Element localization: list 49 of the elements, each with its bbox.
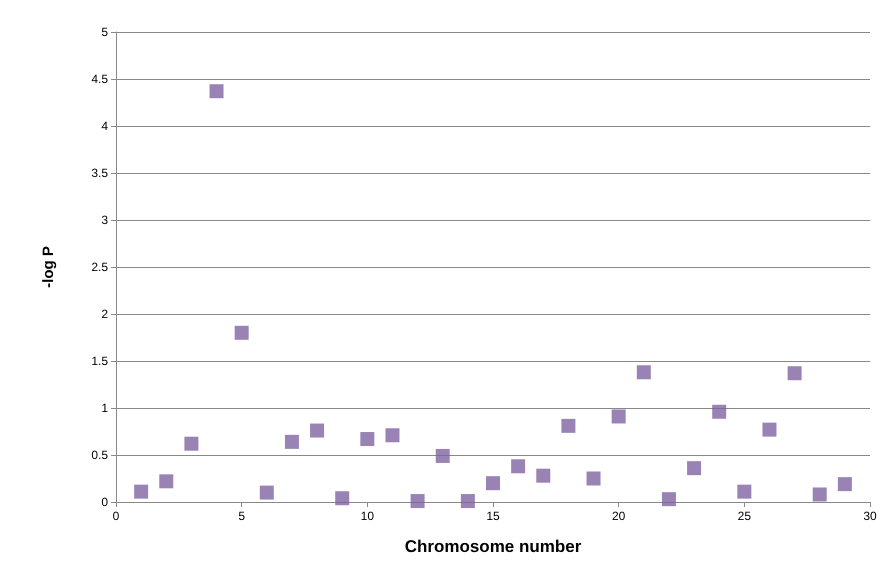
x-tick-label: 5 bbox=[238, 509, 246, 523]
x-tick-label: 0 bbox=[112, 509, 120, 523]
point bbox=[260, 486, 274, 500]
point bbox=[486, 476, 500, 490]
y-tick-label: 4.5 bbox=[91, 72, 108, 86]
point bbox=[460, 494, 475, 508]
y-axis-title: -log P bbox=[40, 246, 57, 288]
y-tick-label: 1 bbox=[101, 401, 108, 415]
point bbox=[762, 422, 776, 437]
point bbox=[712, 404, 726, 419]
point bbox=[436, 448, 450, 463]
y-tick-label: 0 bbox=[101, 495, 108, 509]
point bbox=[788, 366, 802, 380]
point bbox=[612, 409, 626, 424]
x-tick-label: 25 bbox=[738, 509, 752, 523]
y-tick-label: 4 bbox=[101, 119, 108, 133]
y-tick-label: 0.5 bbox=[91, 448, 108, 462]
y-tick-label: 2 bbox=[101, 307, 108, 321]
y-tick-label: 1.5 bbox=[91, 354, 108, 368]
point bbox=[812, 487, 827, 502]
point bbox=[511, 459, 526, 474]
x-axis-title: Chromosome number bbox=[404, 537, 582, 556]
y-tick-label: 3.5 bbox=[91, 166, 108, 180]
y-tick-label: 5 bbox=[101, 25, 108, 39]
x-tick-label: 20 bbox=[612, 509, 626, 523]
point bbox=[385, 428, 400, 442]
x-tick-label: 15 bbox=[486, 509, 500, 523]
point bbox=[360, 432, 374, 446]
point bbox=[310, 424, 324, 438]
point bbox=[662, 492, 676, 506]
point bbox=[838, 477, 852, 492]
point bbox=[586, 472, 601, 486]
point bbox=[536, 468, 550, 483]
point bbox=[234, 326, 249, 340]
point bbox=[159, 474, 174, 488]
point bbox=[284, 434, 299, 449]
point bbox=[687, 461, 702, 476]
y-tick-label: 2.5 bbox=[91, 260, 108, 274]
point bbox=[184, 436, 198, 451]
x-tick-label: 30 bbox=[863, 509, 877, 523]
y-tick-label: 3 bbox=[101, 213, 108, 227]
point bbox=[410, 494, 425, 508]
point bbox=[737, 484, 752, 499]
point bbox=[636, 365, 651, 380]
point bbox=[210, 84, 224, 98]
x-tick-label: 10 bbox=[360, 509, 374, 523]
point bbox=[561, 418, 576, 433]
point bbox=[335, 491, 350, 506]
point bbox=[134, 484, 148, 499]
